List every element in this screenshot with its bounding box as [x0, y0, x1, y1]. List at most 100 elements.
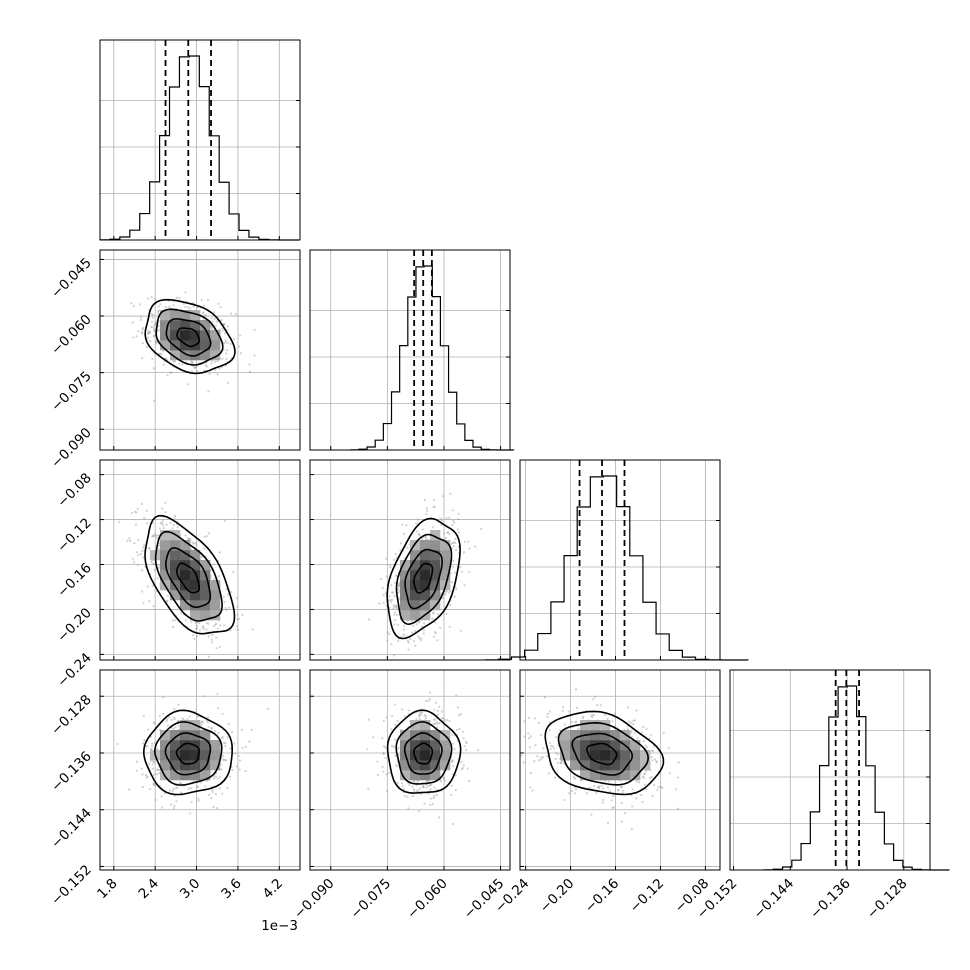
sample-point	[189, 812, 192, 815]
sample-point	[407, 648, 410, 651]
sample-point	[187, 537, 190, 541]
sample-point	[461, 730, 465, 734]
sample-point	[155, 534, 158, 537]
density-bin	[180, 550, 191, 561]
sample-point	[441, 519, 444, 522]
sample-point	[548, 710, 551, 713]
sample-point	[432, 506, 435, 509]
sample-point	[139, 316, 143, 319]
sample-point	[207, 622, 210, 625]
sample-point	[230, 591, 233, 594]
sample-point	[422, 786, 425, 789]
sample-point	[660, 785, 663, 788]
sample-point	[563, 798, 566, 802]
sample-point	[367, 787, 370, 791]
sample-point	[186, 306, 189, 309]
sample-point	[562, 706, 565, 709]
sample-point	[195, 365, 198, 368]
density-bin	[190, 770, 201, 781]
sample-point	[427, 792, 430, 795]
sample-point	[156, 768, 159, 771]
contour-1	[165, 547, 212, 608]
sample-point	[164, 501, 167, 504]
density-bin	[160, 310, 171, 321]
sample-point	[593, 784, 596, 788]
sample-point	[581, 717, 584, 720]
sample-point	[425, 786, 428, 789]
x-tick-label: 3.0	[177, 876, 204, 903]
sample-point	[212, 311, 216, 314]
density-bin	[200, 610, 211, 621]
density-bin	[170, 330, 181, 341]
sample-point	[154, 339, 158, 342]
sample-point	[162, 526, 165, 530]
sample-point	[193, 637, 196, 641]
sample-point	[636, 736, 639, 740]
sample-point	[554, 776, 557, 779]
sample-point	[382, 752, 385, 755]
sample-point	[192, 542, 195, 545]
sample-point	[213, 563, 216, 566]
sample-point	[397, 587, 400, 591]
sample-point	[403, 715, 407, 718]
sample-point	[170, 718, 173, 721]
sample-point	[396, 719, 399, 723]
sample-point	[415, 623, 418, 626]
density-bin	[430, 580, 441, 591]
sample-point	[154, 798, 157, 802]
sample-point	[171, 625, 175, 629]
sample-point	[405, 524, 408, 527]
y-tick-label: −0.075	[48, 368, 95, 415]
sample-point	[213, 317, 216, 320]
sample-point	[235, 765, 238, 768]
sample-point	[152, 326, 155, 329]
sample-point	[393, 623, 396, 626]
sample-point	[151, 316, 154, 319]
sample-point	[610, 799, 614, 802]
sample-point	[192, 305, 195, 308]
sample-point	[449, 492, 452, 495]
sample-point	[452, 822, 455, 826]
panel-frame	[99, 249, 301, 451]
sample-point	[456, 706, 460, 709]
sample-point	[178, 719, 181, 723]
x-tick-label: 3.6	[218, 876, 245, 903]
y-tick-label: −0.144	[48, 805, 95, 852]
sample-point	[428, 697, 431, 701]
sample-point	[410, 620, 413, 623]
sample-point	[444, 779, 447, 782]
sample-point	[238, 768, 241, 771]
density-bin	[620, 750, 631, 761]
sample-point	[527, 716, 530, 720]
density-bin	[410, 590, 421, 601]
sample-point	[632, 723, 635, 726]
sample-point	[391, 598, 394, 602]
sample-point	[142, 602, 145, 605]
density-bin	[160, 540, 171, 551]
sample-point	[423, 714, 426, 717]
sample-point	[154, 322, 157, 325]
sample-point	[157, 309, 160, 313]
sample-point	[204, 785, 207, 788]
panel-frame	[99, 459, 301, 661]
sample-point	[626, 728, 630, 731]
sample-point	[451, 759, 454, 762]
sample-point	[423, 802, 426, 805]
sample-point	[459, 629, 462, 633]
y-tick-label: −0.24	[54, 650, 95, 691]
sample-point	[394, 738, 397, 741]
sample-point	[191, 361, 194, 364]
sample-point	[145, 745, 148, 748]
contour-2	[155, 308, 224, 366]
sample-point	[662, 731, 665, 734]
sample-point	[589, 786, 592, 789]
density-bin	[420, 600, 431, 611]
density-bin	[400, 570, 411, 581]
sample-point	[397, 746, 400, 749]
sample-point	[439, 626, 442, 629]
sample-point	[253, 328, 256, 332]
sample-point	[205, 621, 208, 625]
sample-point	[156, 577, 159, 580]
density-bin	[210, 600, 221, 611]
sample-point	[220, 319, 223, 322]
